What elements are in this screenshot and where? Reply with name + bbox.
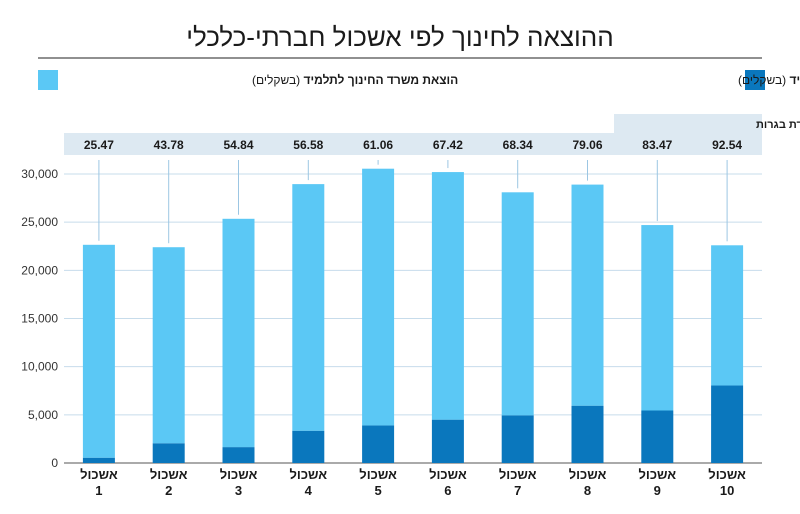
bar-segment-ministry [571, 184, 604, 406]
x-category-prefix: אשכול [80, 467, 118, 482]
annotation-value: 67.42 [433, 138, 463, 152]
x-category-prefix: אשכול [359, 467, 397, 482]
legend: הוצאת הרשות המקומית לתלמיד (בשקלים) הוצא… [38, 70, 800, 90]
x-category-number: 1 [95, 483, 102, 498]
x-category-prefix: אשכול [569, 467, 607, 482]
y-tick-label: 25,000 [21, 215, 58, 229]
x-category-prefix: אשכול [289, 467, 327, 482]
annotation-value: 43.78 [154, 138, 184, 152]
bar-segment-ministry [292, 184, 325, 431]
bar-segment-ministry [431, 172, 464, 420]
bar-segment-local [571, 405, 604, 463]
annotation-value: 54.84 [223, 138, 253, 152]
bar-segment-ministry [501, 192, 534, 416]
bar-segment-local [362, 425, 395, 463]
annotation-value: 56.58 [293, 138, 323, 152]
annotation-value: 61.06 [363, 138, 393, 152]
legend-swatch-local [745, 70, 765, 90]
bar-segment-ministry [711, 245, 744, 386]
x-category-number: 3 [235, 483, 242, 498]
x-category-number: 10 [720, 483, 734, 498]
annotation-value: 25.47 [84, 138, 114, 152]
x-category-prefix: אשכול [708, 467, 746, 482]
bar-segment-ministry [222, 218, 255, 448]
annotation-value: 68.34 [503, 138, 533, 152]
annotation-label-box [614, 114, 762, 133]
legend-swatch-ministry [38, 70, 58, 90]
x-category-prefix: אשכול [150, 467, 188, 482]
y-tick-label: 5,000 [28, 408, 58, 422]
chart-title: ההוצאה לחינוך לפי אשכול חברתי-כלכלי [186, 22, 613, 52]
bar-segment-local [222, 447, 255, 463]
legend-ministry-name: הוצאת משרד החינוך לתלמיד [303, 73, 458, 87]
bar-segment-local [82, 457, 115, 463]
legend-label-ministry: הוצאת משרד החינוך לתלמיד (בשקלים) [252, 73, 458, 87]
x-category-prefix: אשכול [429, 467, 467, 482]
x-category-number: 8 [584, 483, 591, 498]
bar-segment-local [152, 443, 185, 463]
x-category-number: 6 [444, 483, 451, 498]
bar-segment-local [501, 415, 534, 463]
bar-segment-local [641, 410, 674, 463]
bar-segment-ministry [641, 225, 674, 411]
legend-local-unit: (בשקלים) [738, 73, 786, 87]
annotation-value: 92.54 [712, 138, 742, 152]
legend-local-name: הוצאת הרשות המקומית לתלמיד [789, 73, 800, 87]
annotation-row-band [64, 133, 762, 155]
y-tick-label: 15,000 [21, 312, 58, 326]
x-category-number: 4 [305, 483, 313, 498]
legend-label-local: הוצאת הרשות המקומית לתלמיד (בשקלים) [738, 73, 800, 87]
annotation-value: 83.47 [642, 138, 672, 152]
x-axis-categories: אשכול1אשכול2אשכול3אשכול4אשכול5אשכול6אשכו… [80, 467, 746, 498]
bar-segment-local [711, 385, 744, 463]
annotation-connectors [98, 160, 728, 244]
annotation-row-label: אחוז זכאות לתעודת בגרות [756, 118, 800, 131]
x-category-prefix: אשכול [499, 467, 537, 482]
x-category-number: 9 [654, 483, 661, 498]
bar-segment-local [292, 430, 325, 463]
x-category-prefix: אשכול [638, 467, 676, 482]
y-tick-label: 20,000 [21, 263, 58, 277]
legend-ministry-unit: (בשקלים) [252, 73, 300, 87]
x-category-prefix: אשכול [220, 467, 258, 482]
x-category-number: 7 [514, 483, 521, 498]
annotation-value: 79.06 [572, 138, 602, 152]
y-tick-label: 0 [51, 456, 58, 470]
y-tick-label: 30,000 [21, 167, 58, 181]
bar-segment-ministry [152, 247, 185, 444]
bar-segment-local [431, 419, 464, 463]
annotation-values: 25.47 43.78 54.84 56.58 61.06 67.42 68.34 79.06… [84, 138, 743, 152]
y-tick-label: 10,000 [21, 360, 58, 374]
bar-segment-ministry [362, 168, 395, 426]
x-category-number: 2 [165, 483, 172, 498]
y-axis: 0 5,000 10,000 15,000 20,000 25,000 30,000 [21, 167, 58, 470]
bar-segment-ministry [82, 244, 115, 458]
x-category-number: 5 [374, 483, 381, 498]
bars [82, 168, 744, 463]
